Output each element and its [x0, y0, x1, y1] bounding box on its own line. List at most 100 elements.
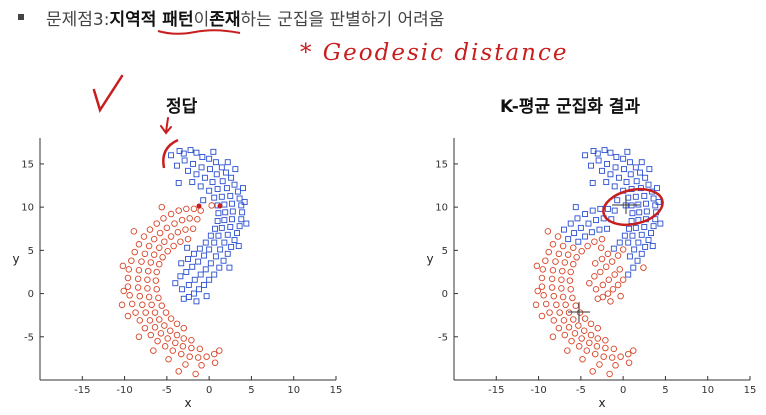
- data-point-square: [241, 199, 248, 205]
- data-point-square: [239, 209, 246, 216]
- data-point-square: [577, 224, 584, 231]
- data-point-circle: [538, 312, 546, 320]
- data-point-square: [638, 159, 645, 166]
- y-tick-label: 10: [435, 203, 448, 214]
- data-point-circle: [569, 244, 577, 252]
- data-point-circle: [144, 285, 151, 292]
- data-point-square: [211, 271, 218, 278]
- data-point-circle: [173, 331, 181, 339]
- data-point-square: [217, 246, 224, 253]
- data-point-circle: [139, 301, 146, 309]
- data-point-circle: [614, 281, 622, 289]
- data-point-square: [595, 157, 602, 164]
- data-point-circle: [564, 347, 571, 354]
- data-point-square: [236, 195, 243, 202]
- data-point-square: [222, 209, 229, 216]
- data-point-square: [179, 286, 186, 293]
- data-point-circle: [138, 258, 145, 265]
- data-point-circle: [140, 233, 148, 240]
- data-point-square: [216, 264, 223, 271]
- data-point-square: [207, 232, 214, 239]
- data-point-square: [594, 150, 601, 157]
- data-point-circle: [194, 354, 202, 361]
- data-point-circle: [183, 205, 190, 213]
- data-point-square: [645, 237, 652, 243]
- data-point-square: [655, 199, 662, 205]
- data-point-square: [200, 197, 207, 204]
- handwritten-note: * Geodesic distance: [300, 40, 569, 66]
- data-point-square: [565, 236, 572, 243]
- data-point-square: [213, 171, 220, 178]
- x-tick-label: -10: [116, 385, 132, 396]
- data-point-circle: [612, 362, 619, 369]
- data-point-square: [181, 157, 188, 164]
- data-point-circle: [124, 274, 132, 282]
- data-point-circle: [602, 263, 610, 271]
- bullet-line: 문제점3: 지역적 패턴 이 존재 하는 군집을 판별하기 어려움: [18, 2, 444, 32]
- chart-ground-truth: -15 -10 -5 0 5 10 15 -5 0 5 10 15 x y: [12, 138, 342, 410]
- data-point-square: [621, 166, 627, 173]
- x-tick-label: 10: [287, 385, 300, 396]
- data-point-square: [610, 245, 617, 252]
- data-point-square: [620, 155, 627, 162]
- bullet-mid: 이: [193, 9, 210, 30]
- y-tick-label: -5: [438, 332, 448, 343]
- data-point-circle: [145, 293, 153, 301]
- data-point-circle: [599, 281, 607, 289]
- data-point-square: [175, 179, 182, 186]
- data-point-square: [642, 243, 649, 250]
- data-point-circle: [604, 290, 612, 297]
- data-point-circle: [182, 361, 189, 368]
- data-point-circle: [188, 336, 195, 344]
- data-point-square: [193, 298, 200, 305]
- data-point-square: [190, 290, 197, 297]
- data-point-circle: [561, 259, 569, 266]
- data-point-circle: [598, 235, 606, 243]
- data-point-circle: [533, 262, 541, 270]
- data-point-square: [224, 250, 231, 257]
- data-point-circle: [175, 207, 182, 214]
- data-point-square: [218, 224, 225, 231]
- data-point-circle: [569, 294, 576, 302]
- data-point-square: [231, 181, 238, 188]
- data-point-square: [218, 193, 225, 200]
- x-tick-label: 0: [206, 385, 212, 396]
- data-point-circle: [155, 294, 162, 302]
- data-point-circle: [148, 301, 155, 309]
- data-point-circle: [598, 255, 606, 263]
- data-point-circle: [555, 250, 563, 258]
- data-point-square: [220, 257, 227, 264]
- data-point-circle: [579, 356, 586, 363]
- x-tick-label: 5: [248, 385, 254, 396]
- data-point-circle: [610, 345, 618, 353]
- data-point-circle: [556, 309, 563, 316]
- data-point-circle: [593, 343, 601, 350]
- data-point-circle: [546, 309, 553, 316]
- data-point-circle: [210, 350, 218, 358]
- data-point-square: [238, 216, 245, 223]
- data-point-square: [183, 269, 190, 275]
- data-point-square: [232, 166, 239, 173]
- data-point-square: [588, 162, 594, 169]
- data-point-circle: [177, 238, 184, 245]
- data-point-square: [238, 202, 245, 209]
- data-point-square: [221, 217, 228, 224]
- data-point-square: [588, 229, 595, 236]
- data-point-circle: [594, 324, 602, 332]
- data-point-circle: [607, 298, 614, 305]
- data-point-square: [201, 252, 208, 259]
- data-point-square: [214, 218, 221, 224]
- data-point-circle: [586, 279, 593, 287]
- data-point-circle: [559, 242, 567, 250]
- data-point-circle: [630, 347, 637, 354]
- data-point-square: [601, 147, 608, 154]
- data-point-square: [190, 250, 197, 257]
- data-point-square: [212, 225, 219, 232]
- x-axis-label: x: [184, 396, 191, 410]
- data-point-square: [612, 164, 619, 171]
- x-tick-label: 10: [701, 385, 714, 396]
- data-point-square: [643, 200, 649, 207]
- data-point-square: [626, 253, 633, 260]
- data-point-circle: [208, 202, 215, 209]
- data-point-square: [189, 179, 196, 186]
